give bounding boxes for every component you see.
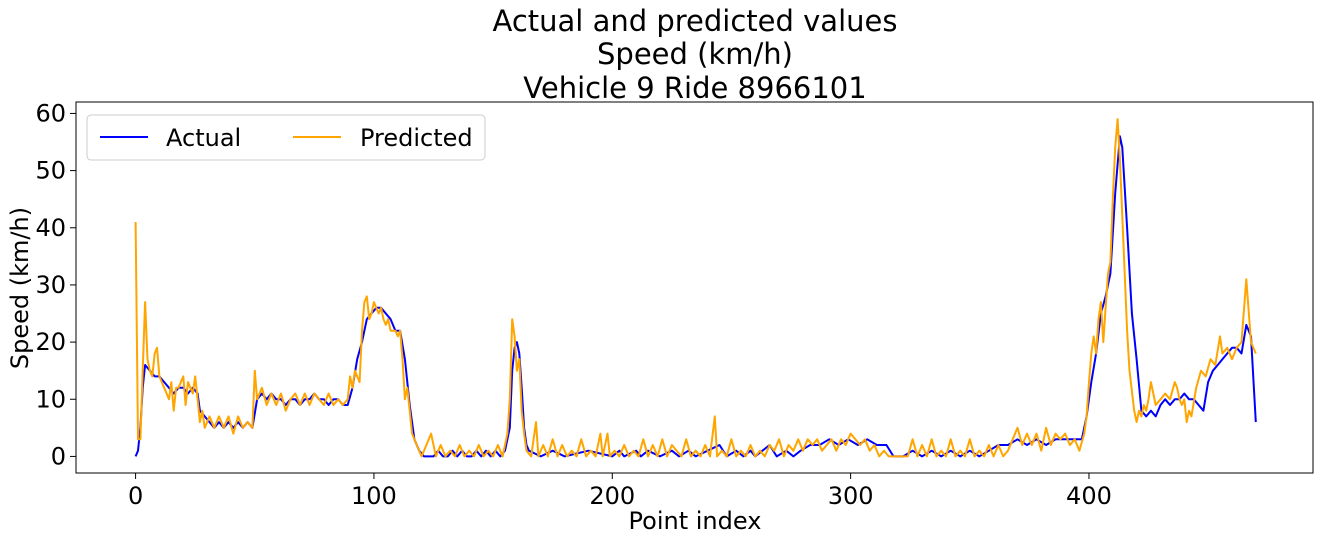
series-line-predicted	[134, 118, 1257, 458]
x-tick-label: 100	[351, 482, 397, 510]
legend: Actual Predicted	[86, 114, 486, 161]
series-layer	[134, 118, 1257, 458]
chart-title-line-1: Actual and predicted values	[493, 4, 898, 38]
y-tick-label: 60	[35, 99, 66, 127]
legend-label-actual: Actual	[166, 124, 241, 152]
chart-title-line-2: Speed (km/h)	[597, 37, 793, 71]
y-tick-label: 30	[35, 271, 66, 299]
plot-frame	[75, 101, 1314, 474]
x-axis-label: Point index	[629, 507, 762, 535]
chart-title: Actual and predicted values Speed (km/h)…	[493, 4, 898, 105]
chart-title-line-3: Vehicle 9 Ride 8966101	[523, 71, 866, 105]
x-tick-label: 400	[1066, 482, 1112, 510]
y-axis-label: Speed (km/h)	[6, 207, 34, 369]
y-tick-label: 10	[35, 385, 66, 413]
x-tick-label: 300	[828, 482, 874, 510]
x-tick-label: 200	[589, 482, 635, 510]
legend-label-predicted: Predicted	[360, 124, 473, 152]
x-axis-ticks: 0 100 200 300 400	[128, 473, 1112, 510]
y-tick-label: 50	[35, 157, 66, 185]
y-tick-label: 40	[35, 214, 66, 242]
y-tick-label: 20	[35, 328, 66, 356]
x-tick-label: 0	[128, 482, 143, 510]
y-axis-ticks: 0 10 20 30 40 50 60	[35, 99, 76, 470]
legend-frame	[86, 114, 486, 161]
y-tick-label: 0	[51, 442, 66, 470]
